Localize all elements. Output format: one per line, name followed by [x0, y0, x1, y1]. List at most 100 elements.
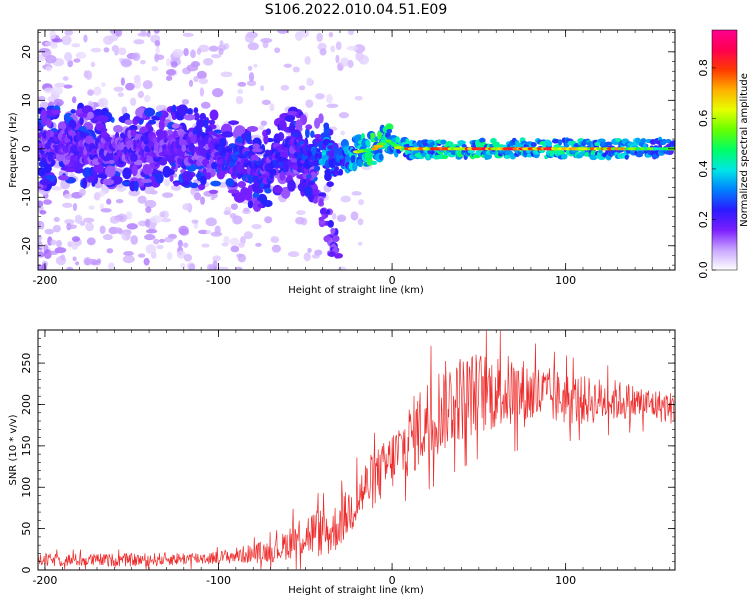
spectrogram-cell — [155, 46, 160, 55]
spectrogram-cell — [164, 236, 174, 243]
spectrogram-cell — [41, 48, 52, 58]
spectrogram-cell — [590, 150, 597, 157]
spectrogram-cell — [96, 173, 107, 178]
spectrogram-cell — [123, 250, 134, 256]
spectrogram-cell — [63, 84, 73, 89]
spectrogram-cell — [49, 130, 54, 138]
spectrogram-cell — [385, 139, 392, 143]
spectrogram-cell — [61, 35, 72, 46]
spectrogram-cell — [218, 47, 224, 56]
spectrogram-cell — [274, 47, 281, 54]
spectrogram-cell — [49, 30, 57, 40]
spectrogram-cell — [171, 123, 180, 129]
colorbar-tick-label: 0.2 — [697, 211, 710, 229]
spectrogram-cell — [178, 139, 186, 147]
spectrogram-cell — [335, 54, 340, 64]
spectrogram-cell — [189, 182, 199, 189]
spectrogram-cell — [200, 175, 207, 186]
spectrogram-cell — [122, 255, 135, 264]
spectrogram-cell — [153, 238, 160, 245]
spectrogram-cell — [90, 61, 96, 68]
spectrogram-cell — [223, 236, 230, 245]
spectrogram-cell — [87, 111, 94, 119]
spectrogram-cell — [190, 49, 196, 59]
spectrogram-cell — [237, 81, 247, 87]
spectrogram-cell — [46, 118, 52, 128]
spectrogram-cell — [99, 189, 106, 197]
spectrogram-cell — [83, 147, 88, 156]
spectrogram-cell — [85, 70, 93, 81]
spectrogram-cell — [197, 183, 206, 191]
spectrogram-cell — [66, 266, 74, 270]
spectrogram-x-axis-label: Height of straight line (km) — [288, 285, 424, 296]
spectrogram-cell — [371, 147, 379, 151]
spectrogram-cell — [314, 165, 321, 172]
spectrogram-cell — [237, 253, 247, 263]
spectrogram-cell — [218, 137, 227, 148]
spectrogram-cell — [202, 57, 214, 66]
snr-panel: -200 -100 0 100 0 50 100 150 200 250 Height of st… — [8, 329, 676, 596]
spectrogram-cell — [312, 160, 319, 167]
spectrogram-cell — [147, 119, 157, 125]
spectrogram-cell — [330, 45, 336, 53]
spectrogram-cell — [51, 38, 63, 43]
spectrogram-cell — [75, 261, 80, 266]
spectrogram-cell — [143, 107, 156, 117]
x-tick-label: -100 — [206, 274, 231, 287]
spectrogram-cell — [264, 187, 272, 194]
spectrogram-cell — [64, 218, 75, 225]
spectrogram-cell — [247, 174, 254, 184]
spectrogram-cell — [40, 157, 47, 165]
spectrogram-cell — [216, 266, 229, 270]
spectrogram-cell — [212, 255, 221, 262]
spectrogram-cell — [377, 130, 383, 141]
spectrogram-cell — [235, 266, 243, 270]
spectrogram-cell — [231, 171, 237, 177]
spectrogram-cell — [108, 159, 115, 164]
spectrogram-cell — [181, 98, 190, 105]
spectrogram-cell — [93, 163, 104, 174]
spectrogram-cell — [111, 44, 120, 53]
spectrogram-cell — [220, 71, 233, 78]
spectrogram-cell — [104, 165, 116, 178]
spectrogram-cell — [280, 84, 290, 91]
spectrogram-cell — [251, 148, 263, 153]
spectrogram-cell — [71, 43, 81, 48]
spectrogram-cell — [165, 75, 173, 81]
spectrogram-cell — [40, 109, 47, 121]
spectrogram-cell — [305, 99, 314, 108]
spectrogram-cell — [93, 192, 101, 201]
colorbar-ticks: 0.0 0.2 0.4 0.6 0.8 — [697, 59, 716, 279]
spectrogram-cell — [176, 250, 186, 259]
colorbar-gradient — [711, 29, 738, 271]
spectrogram-cell — [40, 222, 45, 230]
spectrogram-cell — [64, 168, 77, 173]
spectrogram-cell — [447, 141, 454, 146]
spectrogram-cell — [66, 224, 77, 230]
spectrogram-y-axis-label: Frequency (Hz) — [8, 112, 19, 188]
spectrogram-cell — [64, 52, 73, 62]
snr-y-axis-label: SNR (10 * v/v) — [8, 414, 19, 485]
spectrogram-cell — [318, 192, 327, 197]
spectrogram-cell — [283, 63, 292, 68]
spectrogram-cell — [125, 211, 133, 220]
spectrogram-cell — [145, 206, 152, 213]
spectrogram-cell — [318, 216, 324, 222]
x-tick-label: 0 — [389, 574, 396, 587]
spectrogram-cell — [57, 143, 64, 149]
spectrogram-cell — [123, 146, 128, 155]
spectrogram-cell — [197, 229, 209, 235]
spectrogram-cell — [327, 219, 334, 228]
spectrogram-cell — [177, 157, 183, 165]
spectrogram-cell — [319, 48, 327, 56]
spectrogram-cell — [277, 30, 289, 34]
spectrogram-cell — [307, 247, 312, 253]
spectrogram-cell — [269, 103, 275, 112]
spectrogram-cell — [337, 266, 347, 270]
spectrogram-cell — [153, 30, 160, 34]
spectrogram-cell — [133, 180, 139, 192]
spectrogram-cell — [63, 193, 74, 200]
spectrogram-cell — [357, 158, 364, 168]
spectrogram-cell — [504, 154, 511, 159]
spectrogram-cell — [182, 203, 193, 211]
